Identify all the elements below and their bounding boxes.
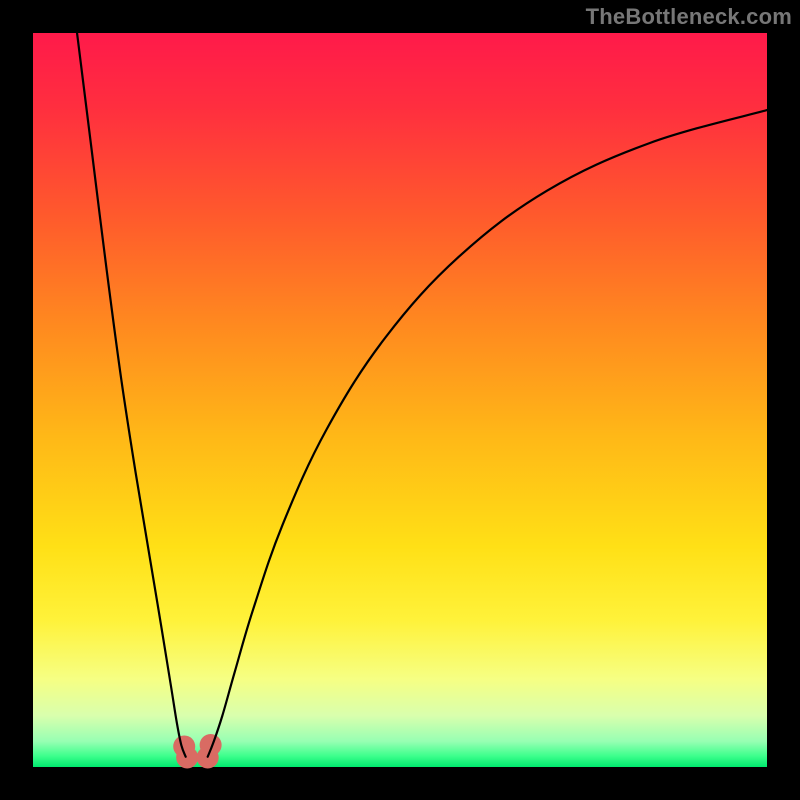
watermark-text: TheBottleneck.com xyxy=(586,4,792,30)
bottleneck-chart xyxy=(0,0,800,800)
plot-background xyxy=(33,33,767,767)
chart-stage: TheBottleneck.com xyxy=(0,0,800,800)
valley-marker xyxy=(200,734,222,756)
valley-marker xyxy=(176,746,198,768)
